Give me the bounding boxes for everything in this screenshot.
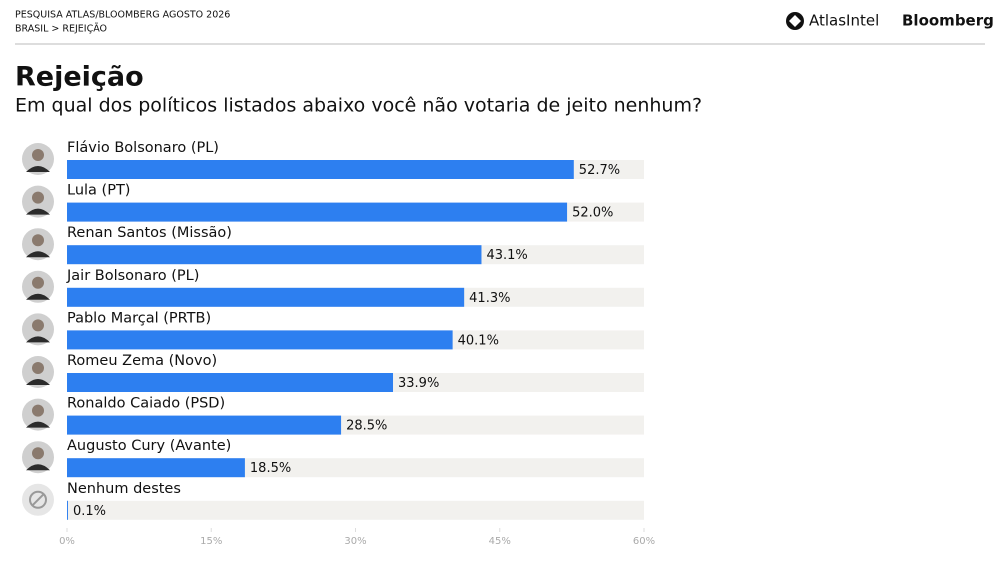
bar <box>67 373 394 392</box>
avatar-body <box>26 251 50 258</box>
value-label: 43.1% <box>486 248 527 263</box>
logo-atlasintel: AtlasIntel <box>809 12 879 30</box>
chart-title: Rejeição <box>15 62 144 93</box>
bar <box>67 245 482 265</box>
avatar-body <box>26 421 50 428</box>
avatar-head <box>32 234 44 247</box>
category-label: Pablo Marçal (PRTB) <box>67 310 211 326</box>
bar-track <box>67 500 644 520</box>
bar <box>67 500 68 520</box>
breadcrumb: BRASIL > REJEIÇÃO <box>15 24 107 35</box>
value-label: 28.5% <box>346 419 387 434</box>
category-label: Ronaldo Caiado (PSD) <box>67 396 225 412</box>
category-label: Flávio Bolsonaro (PL) <box>67 140 219 156</box>
none-icon-slash <box>31 493 45 507</box>
avatar-head <box>32 149 44 161</box>
avatar-body <box>26 208 50 215</box>
atlas-icon-mark <box>789 15 801 27</box>
category-label: Romeu Zema (Novo) <box>67 353 217 369</box>
bar <box>67 287 465 307</box>
survey-label: PESQUISA ATLAS/BLOOMBERG AGOSTO 2026 <box>15 10 230 21</box>
avatar-head <box>32 191 44 204</box>
avatar-body <box>26 166 50 172</box>
category-label: Lula (PT) <box>67 183 130 199</box>
avatar-body <box>26 293 50 300</box>
value-label: 40.1% <box>458 333 499 348</box>
x-tick-label: 0% <box>59 536 75 547</box>
category-label: Renan Santos (Missão) <box>67 225 232 241</box>
bar <box>67 160 574 179</box>
x-tick-label: 45% <box>489 536 511 547</box>
x-tick-label: 60% <box>633 536 655 547</box>
value-label: 41.3% <box>469 291 510 306</box>
category-label: Nenhum destes <box>67 481 181 497</box>
bar <box>67 415 342 435</box>
value-label: 52.7% <box>579 163 620 178</box>
none-icon <box>29 490 47 509</box>
value-label: 0.1% <box>73 504 106 519</box>
avatar-head <box>32 319 44 332</box>
avatar-head <box>32 276 44 289</box>
avatar-body <box>26 379 50 385</box>
value-label: 18.5% <box>250 461 291 476</box>
chart-subtitle: Em qual dos políticos listados abaixo vo… <box>15 95 702 117</box>
avatar-head <box>32 447 44 460</box>
x-tick-label: 15% <box>200 536 222 547</box>
bar <box>67 330 453 350</box>
avatar-head <box>32 362 44 374</box>
avatar-head <box>32 404 44 417</box>
value-label: 52.0% <box>572 206 613 221</box>
bar <box>67 202 568 222</box>
logo-bloomberg: Bloomberg <box>902 12 994 30</box>
x-tick-label: 30% <box>344 536 366 547</box>
category-label: Jair Bolsonaro (PL) <box>66 268 199 284</box>
bar <box>67 458 245 478</box>
avatar-body <box>26 336 50 343</box>
value-label: 33.9% <box>398 376 439 391</box>
avatar-body <box>26 464 50 471</box>
category-label: Augusto Cury (Avante) <box>67 438 231 454</box>
